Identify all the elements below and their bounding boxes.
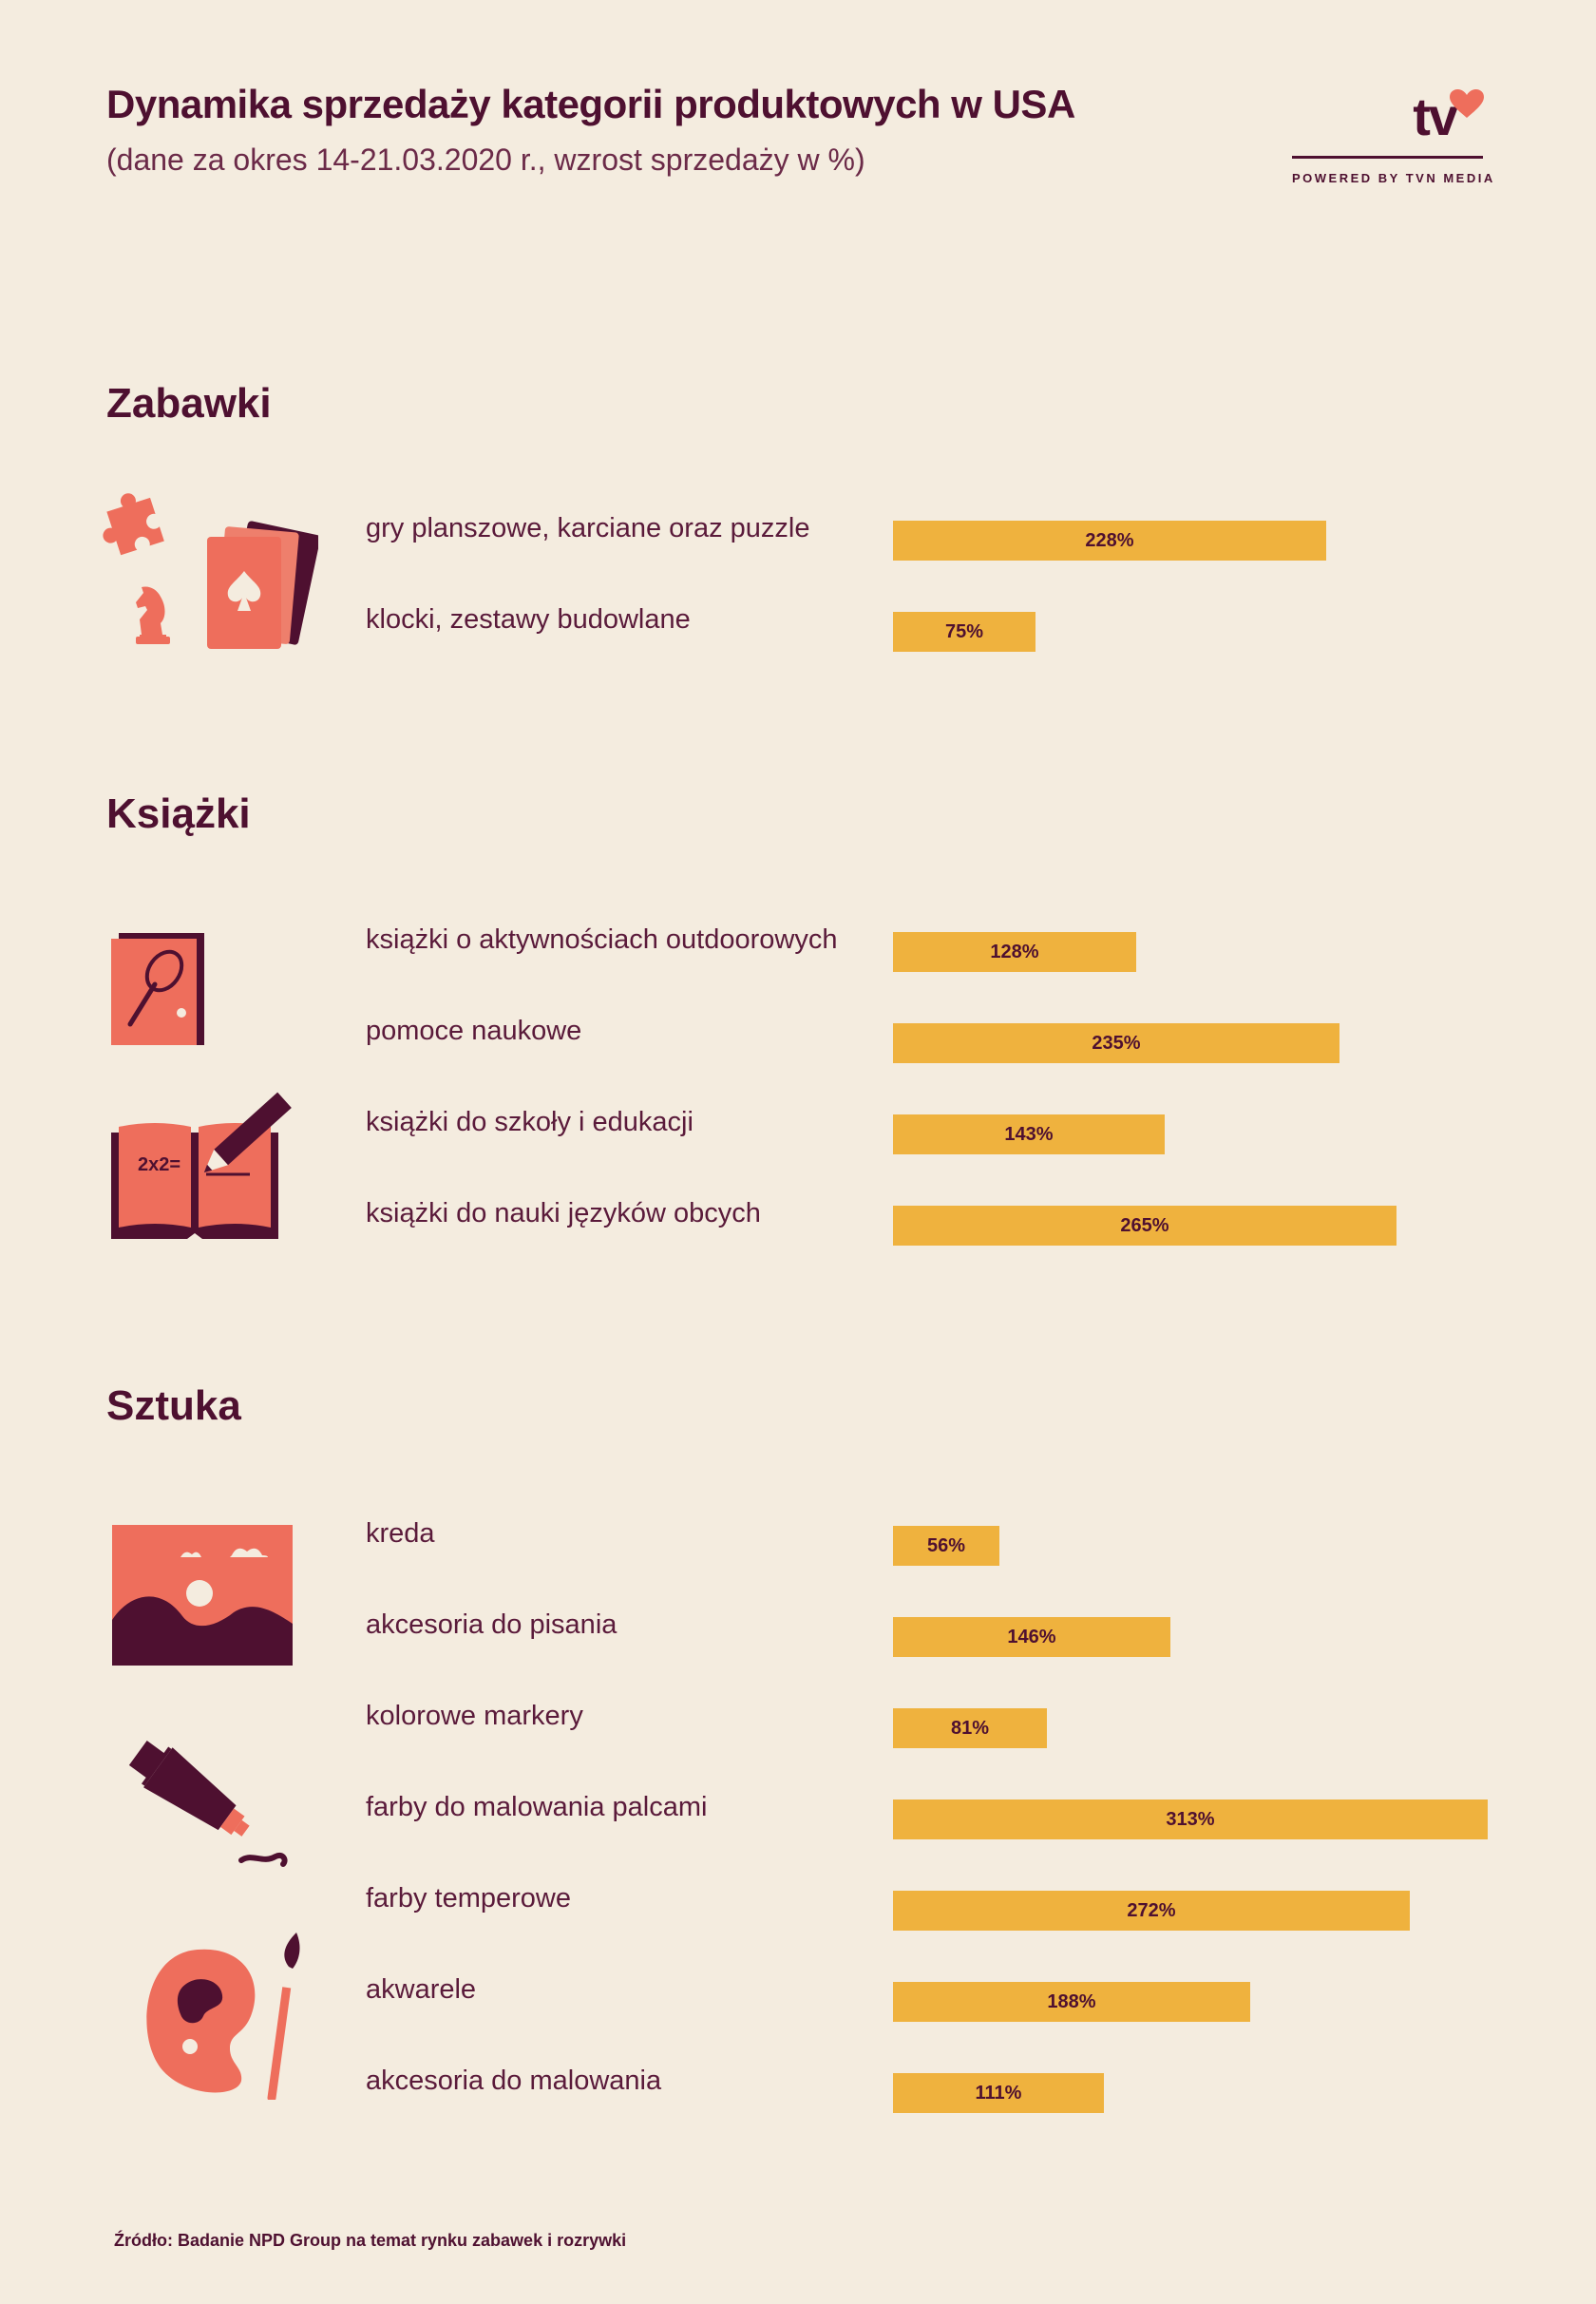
chess-knight-icon (136, 586, 170, 644)
bar: 235% (893, 1023, 1340, 1063)
bar: 265% (893, 1206, 1396, 1246)
playing-cards-icon (207, 521, 318, 649)
category-label: książki do szkoły i edukacji (366, 1107, 694, 1137)
bar-row: akcesoria do malowania 111% (0, 2066, 1596, 2113)
bar: 128% (893, 932, 1136, 972)
svg-text:2x2=: 2x2= (138, 1154, 180, 1175)
section-title-ksiazki: Książki (106, 790, 251, 837)
bar-value-label: 228% (1085, 529, 1134, 551)
bar: 272% (893, 1891, 1410, 1931)
bar-value-label: 272% (1127, 1899, 1176, 1921)
bar: 188% (893, 1982, 1250, 2022)
bar-value-label: 111% (975, 2082, 1022, 2104)
landscape-picture-icon (112, 1525, 293, 1666)
source-note: Źródło: Badanie NPD Group na temat rynku… (114, 2231, 627, 2250)
bar-row: akwarele 188% (0, 1974, 1596, 2022)
bar-value-label: 143% (1004, 1123, 1054, 1145)
bar-row: farby temperowe 272% (0, 1883, 1596, 1931)
bar-row: klocki, zestawy budowlane 75% (0, 604, 1596, 652)
bar: 111% (893, 2073, 1104, 2113)
bar-row: pomoce naukowe 235% (0, 1016, 1596, 1063)
bar: 313% (893, 1799, 1488, 1839)
category-label: klocki, zestawy budowlane (366, 604, 691, 635)
category-label: akcesoria do pisania (366, 1609, 618, 1640)
open-book-icon: 2x2= (111, 1092, 292, 1239)
bar: 75% (893, 612, 1036, 652)
category-label: akcesoria do malowania (366, 2066, 662, 2096)
category-label: książki o aktywnościach outdoorowych (366, 924, 838, 955)
bar: 56% (893, 1526, 999, 1566)
tennis-book-icon (111, 933, 204, 1045)
bar-value-label: 188% (1047, 1990, 1096, 2012)
category-label: książki do nauki języków obcych (366, 1198, 761, 1228)
bar-row: książki o aktywnościach outdoorowych 128… (0, 924, 1596, 972)
bar-row: akcesoria do pisania 146% (0, 1609, 1596, 1657)
bar: 146% (893, 1617, 1170, 1657)
category-label: farby do malowania palcami (366, 1792, 708, 1822)
bar-value-label: 56% (926, 1534, 966, 1556)
bar-value-label: 265% (1120, 1214, 1169, 1236)
bar-row: farby do malowania palcami 313% (0, 1792, 1596, 1839)
category-label: farby temperowe (366, 1883, 571, 1914)
bar-value-label: 128% (990, 941, 1039, 962)
category-label: pomoce naukowe (366, 1016, 582, 1046)
palette-icon (146, 1933, 300, 2100)
section-title-zabawki: Zabawki (106, 380, 272, 427)
category-label: gry planszowe, karciane oraz puzzle (366, 513, 810, 543)
category-label: kreda (366, 1518, 435, 1549)
tvn-logo: tv POWERED BY TVN MEDIA (1290, 86, 1495, 190)
bar-value-label: 146% (1007, 1626, 1056, 1647)
category-label: akwarele (366, 1974, 477, 2005)
paint-tube-icon (128, 1741, 288, 1867)
heart-icon (1450, 89, 1484, 118)
bar-value-label: 235% (1092, 1032, 1141, 1054)
bar-row: gry planszowe, karciane oraz puzzle 228% (0, 513, 1596, 561)
bar-row: książki do szkoły i edukacji 143% (0, 1107, 1596, 1154)
puzzle-icon (103, 493, 164, 556)
bar-value-label: 313% (1166, 1808, 1215, 1830)
bar-value-label: 81% (950, 1717, 990, 1739)
category-label: kolorowe markery (366, 1701, 583, 1731)
bar-row: kreda 56% (0, 1518, 1596, 1566)
bar-row: kolorowe markery 81% (0, 1701, 1596, 1748)
bar: 143% (893, 1114, 1165, 1154)
section-title-sztuka: Sztuka (106, 1382, 241, 1429)
bar-value-label: 75% (944, 620, 984, 642)
bar: 228% (893, 521, 1326, 561)
logo-tagline: POWERED BY TVN MEDIA (1292, 171, 1495, 185)
bar-row: książki do nauki języków obcych 265% (0, 1198, 1596, 1246)
page-title: Dynamika sprzedaży kategorii produktowyc… (106, 82, 1075, 126)
logo-divider (1292, 156, 1483, 159)
bar: 81% (893, 1708, 1047, 1748)
page-subtitle: (dane za okres 14-21.03.2020 r., wzrost … (106, 143, 865, 177)
